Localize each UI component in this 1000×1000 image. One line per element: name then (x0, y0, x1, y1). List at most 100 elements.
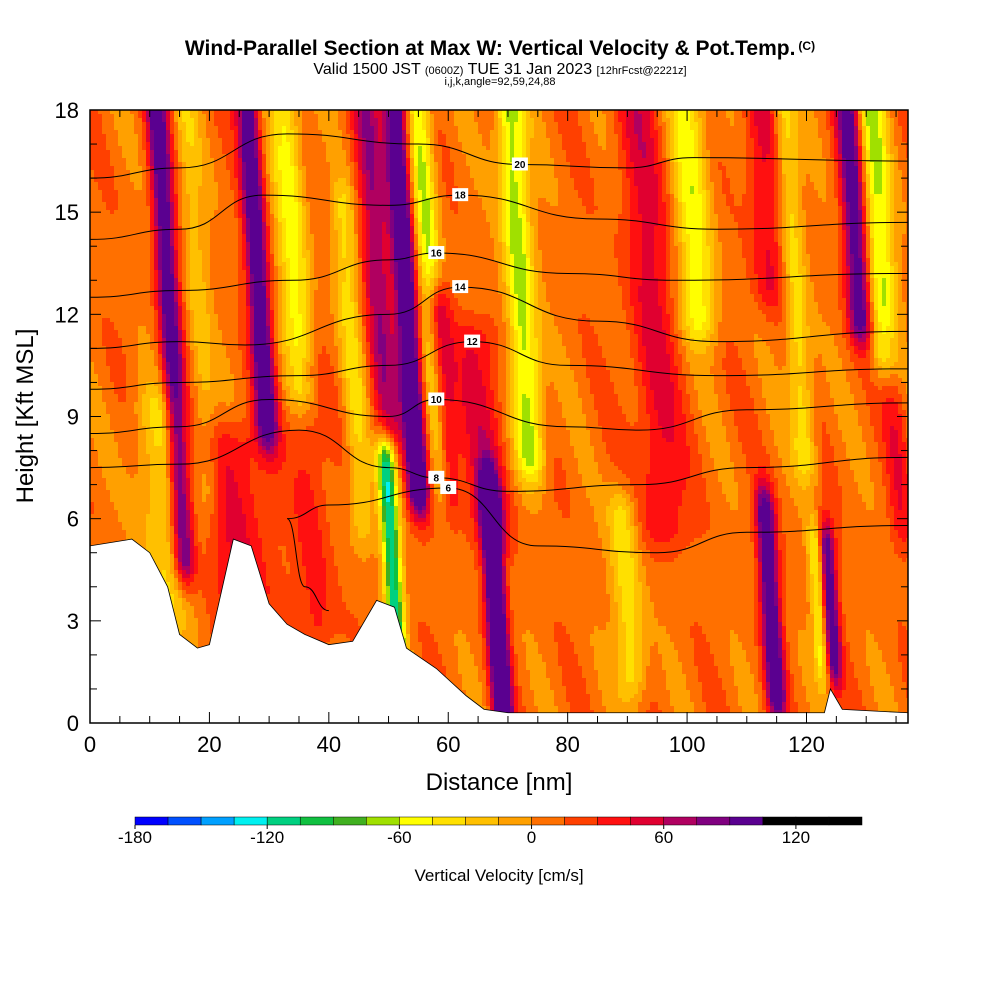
velocity-cell (786, 178, 791, 183)
velocity-cell (314, 134, 319, 139)
velocity-cell (482, 154, 487, 159)
velocity-cell (510, 182, 515, 187)
velocity-cell (382, 146, 387, 151)
velocity-cell (654, 130, 659, 135)
velocity-cell (146, 202, 151, 207)
velocity-cell (326, 162, 331, 167)
velocity-cell (618, 110, 623, 115)
velocity-cell (462, 154, 467, 159)
velocity-cell (858, 118, 863, 123)
velocity-cell (234, 170, 239, 175)
velocity-cell (490, 162, 495, 167)
velocity-cell (326, 190, 331, 195)
velocity-cell (106, 202, 111, 207)
velocity-cell (746, 158, 751, 163)
velocity-cell (742, 182, 747, 187)
velocity-cell (414, 178, 419, 183)
velocity-cell (426, 150, 431, 155)
velocity-cell (586, 166, 591, 171)
velocity-cell (674, 126, 679, 131)
velocity-cell (230, 110, 235, 115)
velocity-cell (758, 182, 763, 187)
velocity-cell (414, 194, 419, 199)
velocity-cell (698, 122, 703, 127)
velocity-cell (338, 186, 343, 191)
velocity-cell (530, 182, 535, 187)
velocity-cell (906, 114, 908, 119)
velocity-cell (598, 162, 603, 167)
velocity-cell (266, 150, 271, 155)
velocity-cell (686, 190, 691, 195)
velocity-cell (442, 114, 447, 119)
velocity-cell (510, 150, 515, 155)
velocity-cell (514, 190, 519, 195)
velocity-cell (874, 186, 879, 191)
velocity-cell (434, 150, 439, 155)
velocity-cell (478, 170, 483, 175)
velocity-cell (546, 126, 551, 131)
velocity-cell (582, 190, 587, 195)
velocity-cell (230, 134, 235, 139)
velocity-cell (506, 130, 511, 135)
velocity-cell (310, 114, 315, 119)
velocity-cell (526, 122, 531, 127)
velocity-cell (826, 118, 831, 123)
velocity-cell (730, 130, 735, 135)
velocity-cell (798, 122, 803, 127)
velocity-cell (438, 186, 443, 191)
velocity-cell (806, 146, 811, 151)
velocity-cell (842, 190, 847, 195)
velocity-cell (318, 162, 323, 167)
velocity-cell (242, 158, 247, 163)
velocity-cell (158, 130, 163, 135)
velocity-cell (238, 206, 243, 211)
velocity-cell (566, 150, 571, 155)
velocity-cell (702, 174, 707, 179)
velocity-cell (870, 118, 875, 123)
velocity-cell (310, 182, 315, 187)
velocity-cell (402, 138, 407, 143)
velocity-cell (214, 166, 219, 171)
velocity-cell (670, 146, 675, 151)
velocity-cell (534, 110, 539, 115)
velocity-cell (750, 162, 755, 167)
velocity-cell (250, 166, 255, 171)
velocity-cell (786, 158, 791, 163)
velocity-cell (234, 118, 239, 123)
velocity-cell (390, 166, 395, 171)
velocity-cell (678, 198, 683, 203)
velocity-cell (518, 134, 523, 139)
velocity-cell (370, 182, 375, 187)
velocity-cell (830, 134, 835, 139)
velocity-cell (366, 134, 371, 139)
velocity-cell (782, 186, 787, 191)
velocity-cell (98, 202, 103, 207)
velocity-cell (122, 150, 127, 155)
velocity-cell (694, 150, 699, 155)
velocity-cell (534, 186, 539, 191)
velocity-cell (630, 134, 635, 139)
velocity-cell (426, 130, 431, 135)
velocity-cell (266, 146, 271, 151)
velocity-cell (890, 114, 895, 119)
velocity-cell (802, 190, 807, 195)
velocity-cell (854, 126, 859, 131)
velocity-cell (898, 174, 903, 179)
velocity-cell (798, 134, 803, 139)
velocity-cell (770, 170, 775, 175)
velocity-cell (774, 142, 779, 147)
velocity-cell (886, 126, 891, 131)
velocity-cell (154, 154, 159, 159)
velocity-cell (454, 178, 459, 183)
velocity-cell (626, 190, 631, 195)
velocity-cell (154, 118, 159, 123)
velocity-cell (754, 130, 759, 135)
velocity-cell (722, 182, 727, 187)
velocity-cell (614, 178, 619, 183)
velocity-cell (726, 194, 731, 199)
velocity-cell (258, 162, 263, 167)
velocity-cell (730, 178, 735, 183)
velocity-cell (758, 138, 763, 143)
velocity-cell (186, 126, 191, 131)
velocity-cell (366, 194, 371, 199)
